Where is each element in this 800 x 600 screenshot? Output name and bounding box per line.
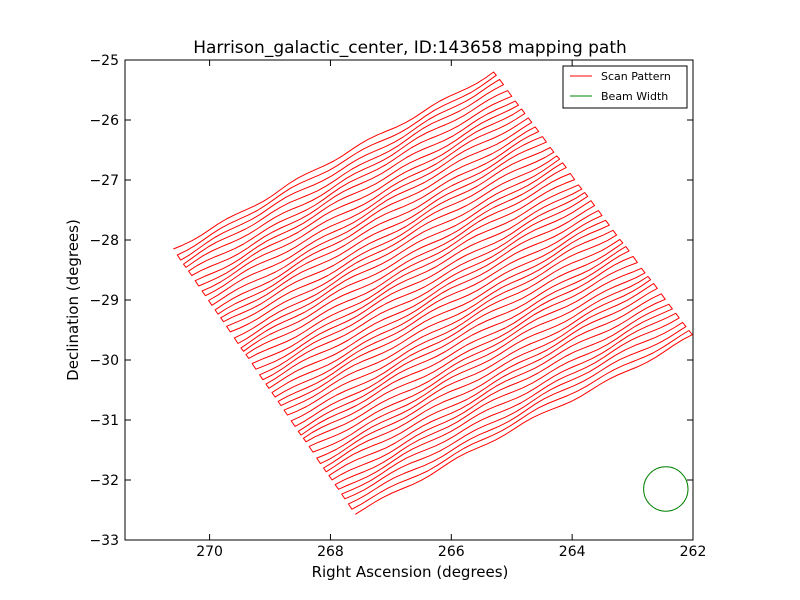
scan-pattern-path xyxy=(173,71,693,515)
beam-width-circle xyxy=(643,466,689,512)
legend: Scan Pattern Beam Width xyxy=(562,65,688,109)
x-tick-label: 266 xyxy=(438,544,465,560)
y-tick-label: −26 xyxy=(89,113,119,129)
x-axis-label: Right Ascension (degrees) xyxy=(312,563,509,581)
y-tick-label: −31 xyxy=(89,413,119,429)
chart-title: Harrison_galactic_center, ID:143658 mapp… xyxy=(193,38,627,58)
y-tick-label: −33 xyxy=(89,533,119,549)
y-tick-label: −30 xyxy=(89,353,119,369)
y-tick-label: −29 xyxy=(89,293,119,309)
axis-ticks: 270 268 266 264 262 −25 −26 −27 −28 −29 −30 −31 −32 −… xyxy=(89,53,706,560)
plot-data-layer xyxy=(173,71,693,515)
x-tick-label: 270 xyxy=(196,544,223,560)
x-tick-label: 268 xyxy=(317,544,344,560)
legend-label-scan-pattern: Scan Pattern xyxy=(601,70,671,83)
x-tick-label: 264 xyxy=(559,544,586,560)
y-tick-label: −32 xyxy=(89,473,119,489)
legend-label-beam-width: Beam Width xyxy=(601,90,668,103)
y-tick-label: −25 xyxy=(89,53,119,69)
y-tick-label: −27 xyxy=(89,173,119,189)
y-axis-label: Declination (degrees) xyxy=(64,219,82,381)
y-tick-label: −28 xyxy=(89,233,119,249)
x-tick-label: 262 xyxy=(680,544,707,560)
legend-box xyxy=(562,65,688,109)
